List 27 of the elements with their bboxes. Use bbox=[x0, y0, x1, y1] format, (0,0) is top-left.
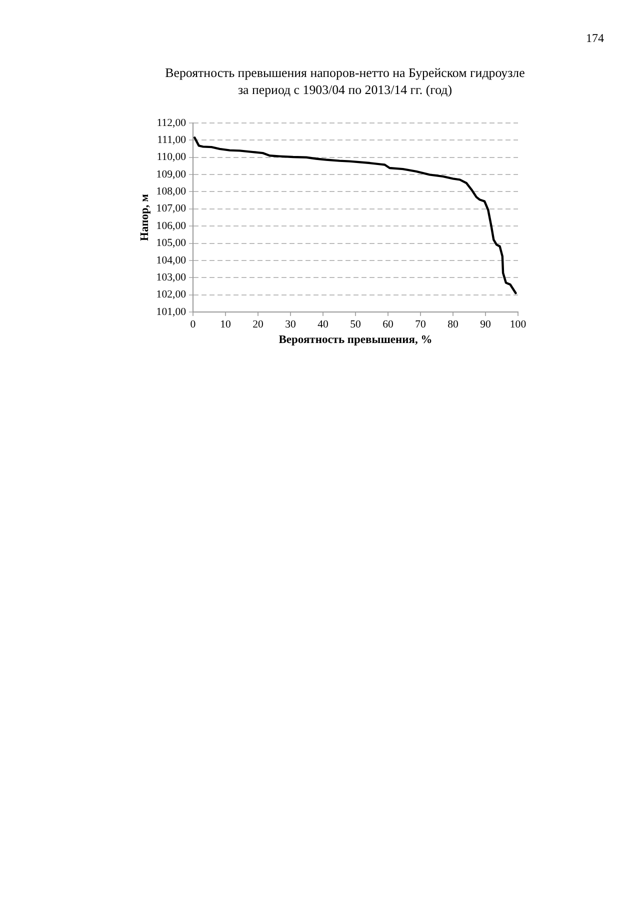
x-tick-label: 90 bbox=[480, 318, 491, 330]
y-tick-label: 112,00 bbox=[156, 116, 186, 129]
x-tick-label: 0 bbox=[190, 318, 196, 330]
y-tick-label: 110,00 bbox=[156, 151, 186, 164]
y-tick-label: 107,00 bbox=[156, 202, 186, 215]
y-axis-title: Напор, м bbox=[138, 194, 151, 241]
y-tick-label: 101,00 bbox=[156, 306, 186, 318]
y-tick-label: 109,00 bbox=[156, 168, 186, 180]
x-tick-label: 20 bbox=[252, 318, 264, 330]
x-axis-title: Вероятность превышения, % bbox=[278, 334, 432, 346]
x-tick-label: 10 bbox=[220, 318, 231, 330]
text: 174 bbox=[586, 31, 604, 46]
y-tick-label: 105,00 bbox=[156, 237, 186, 250]
x-tick-label: 80 bbox=[448, 318, 458, 330]
y-tick-label: 104,00 bbox=[156, 254, 186, 266]
y-tick-label: 108,00 bbox=[156, 186, 186, 198]
x-tick-label: 100 bbox=[510, 318, 526, 330]
x-tick-label: 30 bbox=[285, 318, 296, 330]
x-tick-label: 40 bbox=[318, 318, 328, 330]
y-tick-label: 102,00 bbox=[156, 288, 186, 301]
chart-title: Вероятность превышения напоров-нетто на Бурейском гидроузле за период с 1903/04 по 2013/14 гг. (год) bbox=[164, 65, 526, 99]
y-tick-label: 106,00 bbox=[156, 220, 186, 232]
x-tick-label: 50 bbox=[350, 318, 361, 330]
x-tick-label: 70 bbox=[415, 318, 426, 330]
x-tick-label: 60 bbox=[382, 318, 394, 330]
y-tick-label: 103,00 bbox=[156, 271, 186, 284]
y-tick-label: 111,00 bbox=[157, 134, 186, 146]
